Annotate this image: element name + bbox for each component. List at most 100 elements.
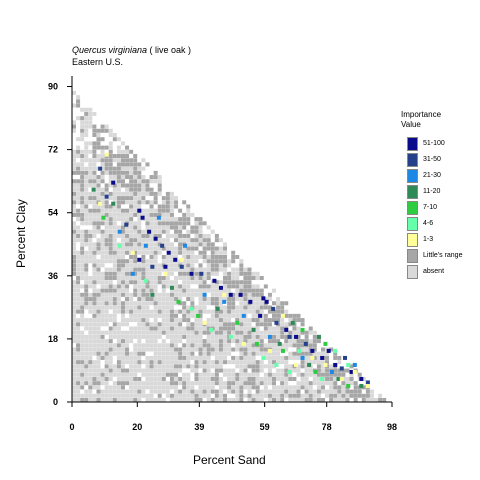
importance-cell bbox=[267, 334, 272, 339]
background-cell bbox=[104, 322, 109, 327]
background-cell bbox=[120, 351, 125, 356]
background-cell bbox=[92, 368, 97, 373]
background-cell bbox=[133, 221, 138, 226]
importance-cell bbox=[303, 341, 308, 346]
background-cell bbox=[153, 305, 158, 310]
background-cell bbox=[280, 343, 285, 348]
background-cell bbox=[108, 221, 113, 226]
background-cell bbox=[227, 318, 232, 323]
background-cell bbox=[231, 297, 236, 302]
background-cell bbox=[251, 393, 256, 398]
background-cell bbox=[337, 368, 342, 373]
background-cell bbox=[157, 233, 162, 238]
background-cell bbox=[165, 271, 170, 276]
background-cell bbox=[129, 334, 134, 339]
background-cell bbox=[165, 217, 170, 222]
background-cell bbox=[72, 360, 76, 365]
importance-cell bbox=[228, 292, 233, 297]
background-cell bbox=[120, 292, 125, 297]
background-cell bbox=[263, 389, 268, 394]
background-cell bbox=[182, 376, 187, 381]
background-cell bbox=[186, 284, 191, 289]
background-cell bbox=[161, 284, 166, 289]
background-cell bbox=[137, 351, 142, 356]
background-cell bbox=[72, 191, 76, 196]
background-cell bbox=[137, 212, 142, 217]
background-cell bbox=[365, 393, 370, 398]
background-cell bbox=[169, 246, 174, 251]
importance-cell bbox=[241, 313, 246, 318]
background-cell bbox=[112, 364, 117, 369]
background-cell bbox=[80, 233, 85, 238]
background-cell bbox=[206, 393, 211, 398]
background-cell bbox=[76, 280, 81, 285]
importance-cell bbox=[320, 355, 325, 360]
background-cell bbox=[125, 322, 130, 327]
importance-cell bbox=[307, 362, 312, 367]
background-cell bbox=[141, 233, 146, 238]
background-cell bbox=[178, 334, 183, 339]
background-cell bbox=[300, 318, 305, 323]
background-cell bbox=[276, 389, 281, 394]
importance-cell bbox=[160, 243, 165, 248]
background-cell bbox=[202, 364, 207, 369]
background-cell bbox=[125, 372, 130, 377]
background-cell bbox=[218, 389, 223, 394]
background-cell bbox=[243, 355, 248, 360]
background-cell bbox=[345, 381, 350, 386]
background-cell bbox=[100, 280, 105, 285]
background-cell bbox=[116, 158, 121, 163]
background-cell bbox=[92, 254, 97, 259]
background-cell bbox=[129, 381, 134, 386]
background-cell bbox=[227, 381, 232, 386]
background-cell bbox=[157, 343, 162, 348]
background-cell bbox=[125, 263, 130, 268]
background-cell bbox=[223, 271, 228, 276]
importance-cell bbox=[323, 341, 328, 346]
background-cell bbox=[280, 309, 285, 314]
background-cell bbox=[92, 175, 97, 180]
background-cell bbox=[255, 292, 260, 297]
importance-cell bbox=[274, 320, 279, 325]
background-cell bbox=[137, 288, 142, 293]
background-cell bbox=[288, 389, 293, 394]
background-cell bbox=[141, 360, 146, 365]
background-cell bbox=[100, 347, 105, 352]
x-tick-label: 20 bbox=[132, 422, 142, 432]
importance-cell bbox=[179, 264, 184, 269]
background-cell bbox=[239, 297, 244, 302]
background-cell bbox=[76, 339, 81, 344]
background-cell bbox=[218, 280, 223, 285]
background-cell bbox=[214, 238, 219, 243]
background-cell bbox=[120, 385, 125, 390]
background-cell bbox=[96, 158, 101, 163]
background-cell bbox=[223, 254, 228, 259]
background-cell bbox=[169, 393, 174, 398]
background-cell bbox=[178, 208, 183, 213]
importance-cell bbox=[147, 229, 152, 234]
background-cell bbox=[214, 309, 219, 314]
background-cell bbox=[157, 351, 162, 356]
importance-cell bbox=[98, 166, 103, 171]
background-cell bbox=[96, 343, 101, 348]
background-cell bbox=[316, 364, 321, 369]
background-cell bbox=[84, 111, 89, 116]
background-cell bbox=[337, 360, 342, 365]
background-cell bbox=[104, 217, 109, 222]
background-cell bbox=[361, 376, 366, 381]
background-cell bbox=[161, 339, 166, 344]
background-cell bbox=[280, 330, 285, 335]
background-cell bbox=[76, 103, 81, 108]
background-cell bbox=[133, 187, 138, 192]
background-cell bbox=[157, 355, 162, 360]
background-cell bbox=[288, 322, 293, 327]
background-cell bbox=[223, 276, 228, 281]
background-cell bbox=[247, 398, 252, 402]
background-cell bbox=[129, 208, 134, 213]
background-cell bbox=[174, 355, 179, 360]
background-cell bbox=[267, 393, 272, 398]
background-cell bbox=[108, 128, 113, 133]
background-cell bbox=[116, 200, 121, 205]
background-cell bbox=[125, 276, 130, 281]
background-cell bbox=[202, 233, 207, 238]
